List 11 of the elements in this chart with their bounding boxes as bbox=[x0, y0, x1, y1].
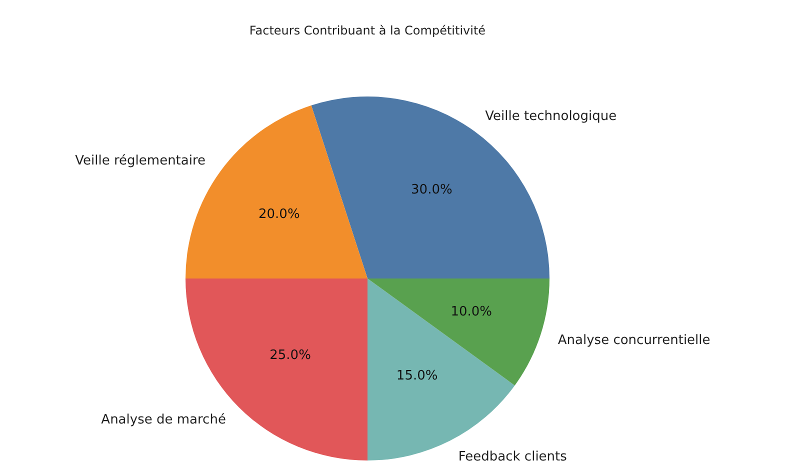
slice-label: Veille technologique bbox=[485, 109, 617, 124]
data-label: 25.0% bbox=[270, 348, 311, 364]
data-label: 30.0% bbox=[411, 182, 452, 198]
slice-label: Veille réglementaire bbox=[75, 153, 206, 168]
data-label: 10.0% bbox=[450, 304, 492, 320]
data-label: 20.0% bbox=[258, 206, 300, 222]
slice-label: Analyse concurrentielle bbox=[558, 332, 710, 348]
chart-title: Facteurs Contribuant à la Compétitivité bbox=[249, 24, 486, 38]
slice-label: Analyse de marché bbox=[101, 412, 226, 428]
data-label: 15.0% bbox=[396, 368, 438, 384]
slice-label: Feedback clients bbox=[458, 449, 568, 464]
